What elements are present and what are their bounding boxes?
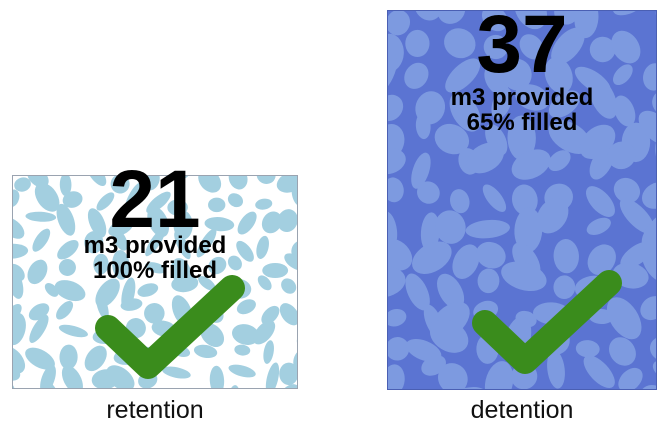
retention-filled-text: 100% filled xyxy=(92,257,218,285)
detention-provided-text: m3 provided xyxy=(450,84,594,111)
retention-caption: retention xyxy=(106,396,204,424)
retention-provided-label: m3 provided 100% filled xyxy=(12,232,298,285)
retention-provided-text: m3 provided xyxy=(83,232,227,259)
retention-panel: 21 m3 provided 100% filled xyxy=(12,159,298,389)
retention-volume: 21 xyxy=(109,154,201,245)
detention-filled-text: 65% filled xyxy=(466,109,578,137)
checkmark-icon xyxy=(95,275,245,379)
detention-caption: detention xyxy=(470,396,574,424)
detention-panel: 37 m3 provided 65% filled xyxy=(387,4,657,390)
detention-provided-label: m3 provided 65% filled xyxy=(387,84,657,137)
checkmark-icon xyxy=(472,270,622,374)
detention-volume: 37 xyxy=(476,0,568,90)
